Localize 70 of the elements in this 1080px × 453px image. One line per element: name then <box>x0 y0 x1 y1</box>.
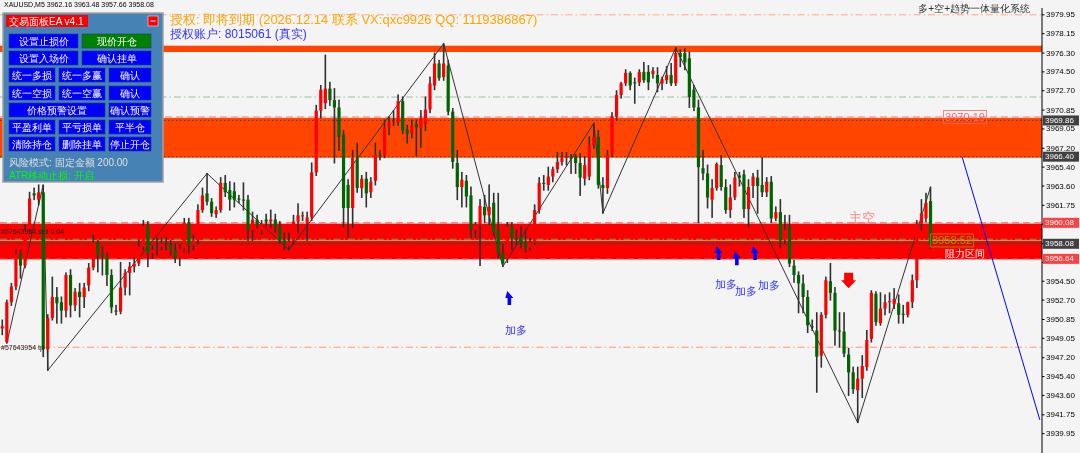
ref-line-label: 3956.64 <box>1045 254 1075 264</box>
candlestick <box>651 67 655 79</box>
candlestick <box>601 177 605 214</box>
y-tick-label: 3945.40 <box>1046 372 1076 382</box>
y-tick-label: 3979.95 <box>1046 10 1076 20</box>
candlestick <box>378 149 382 161</box>
candlestick <box>560 151 564 166</box>
annotation: 风险模式: 固定金额 200.00 <box>9 156 129 168</box>
annotation: 平亏损单 <box>62 121 102 133</box>
annotation: 统一多损 <box>12 69 52 81</box>
ref-line-label: 3958.08 <box>1045 239 1075 249</box>
candlestick <box>760 157 764 197</box>
y-tick-label: 3976.30 <box>1046 48 1076 58</box>
candlestick <box>810 319 814 331</box>
y-tick-label: 3967.20 <box>1046 143 1076 153</box>
annotation: 加多 <box>505 324 527 336</box>
annotation: 加多 <box>735 285 757 297</box>
annotation: 清除持仓 <box>12 138 52 150</box>
y-tick-label: 3941.75 <box>1046 410 1076 420</box>
ref-line-label: 3969.86 <box>1045 115 1075 125</box>
candlestick <box>633 77 637 104</box>
candlestick <box>55 287 59 324</box>
y-tick-label: 3969.05 <box>1046 124 1076 134</box>
annotation: 加多 <box>715 278 737 290</box>
annotation: 平盈利单 <box>12 121 52 133</box>
candlestick <box>405 124 409 144</box>
annotation: 确认 <box>119 69 140 81</box>
candlestick <box>155 237 159 256</box>
annotation: 授权账户: 8015061 (真实) <box>170 27 307 41</box>
annotation: 加多 <box>758 279 780 291</box>
annotation: 确认 <box>119 87 140 99</box>
candlestick <box>569 154 573 174</box>
y-tick-label: 3943.60 <box>1046 390 1076 400</box>
annotation: 平半仓 <box>115 121 145 133</box>
annotation: 多+空+趋势一体量化系统 <box>918 2 1030 14</box>
annotation: 现价开仓 <box>96 35 137 47</box>
y-tick-label: 3952.70 <box>1046 295 1076 305</box>
candlestick <box>237 194 241 204</box>
y-tick-label: 3963.60 <box>1046 181 1076 191</box>
candlestick <box>542 175 546 191</box>
y-tick-label: 3965.40 <box>1046 162 1076 172</box>
annotation: 授权: 即将到期 (2026.12.14 联系 VX:qxc9926 QQ: 1119386867) <box>170 11 538 27</box>
point <box>841 272 857 289</box>
y-tick-label: 3939.95 <box>1046 429 1076 439</box>
annotation: 设置止损价 <box>18 35 69 47</box>
y-tick-label: 3950.85 <box>1046 315 1076 324</box>
candlestick <box>678 49 682 68</box>
y-tick-label: 3974.50 <box>1046 67 1076 77</box>
band-label: 阻力区间 <box>944 247 985 259</box>
candlestick <box>114 304 118 316</box>
candlestick <box>901 304 905 324</box>
ref-line-label: 3960.08 <box>1045 218 1075 228</box>
y-tick-label: 3972.70 <box>1046 86 1076 96</box>
annotation: 主空 <box>849 209 875 225</box>
ref-line-label: 3966.40 <box>1045 152 1075 162</box>
annotation: 3970.19 <box>945 111 985 123</box>
y-tick-label: 3954.50 <box>1046 276 1076 286</box>
candlestick <box>387 116 391 136</box>
annotation: 统一多赢 <box>62 69 102 81</box>
y-tick-label: 3961.75 <box>1046 200 1076 210</box>
annotation: ATR移动止损: 开启 <box>9 169 94 181</box>
text: 交易面板EA v4.1 <box>9 15 84 27</box>
annotation: 删除挂单 <box>62 138 102 150</box>
y-tick-label: 3949.05 <box>1046 333 1076 343</box>
candlestick <box>701 149 705 181</box>
candlestick <box>460 171 464 208</box>
candlestick <box>164 236 168 251</box>
y-tick-label: 3970.85 <box>1046 105 1076 115</box>
y-tick-label: 3947.20 <box>1046 353 1076 363</box>
y-tick-label: 3978.15 <box>1046 29 1076 39</box>
